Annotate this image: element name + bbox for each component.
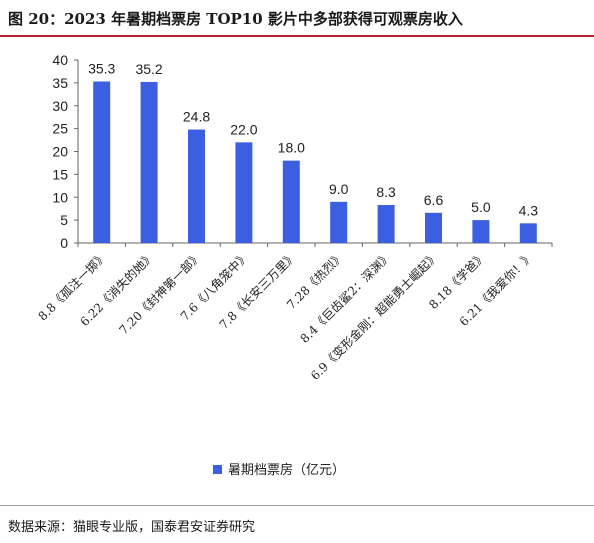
bar [188,129,205,243]
bar [235,142,253,243]
category-label: 7.8《长安三万里》 [216,249,300,333]
data-label: 22.0 [230,121,257,137]
category-label: 7.20《封神第一部》 [116,249,205,338]
bar [330,201,348,243]
data-label: 35.2 [135,61,162,77]
legend-swatch [213,465,222,474]
y-tick-label: 0 [60,235,68,251]
bar [519,223,537,243]
data-label: 6.6 [424,192,444,208]
bar [93,81,111,243]
data-label: 18.0 [278,140,305,156]
figure-title: 图 20：2023 年暑期档票房 TOP10 影片中多部获得可观票房收入 [8,10,463,28]
title-divider [0,35,594,37]
y-tick-label: 35 [52,75,68,91]
data-label: 4.3 [519,202,539,218]
legend-label: 暑期档票房（亿元） [228,462,345,478]
data-label: 24.8 [183,109,210,125]
bar [425,212,442,243]
y-tick-label: 5 [60,212,68,228]
y-tick-label: 40 [52,52,68,68]
data-label: 5.0 [471,199,491,215]
y-tick-label: 25 [52,121,68,137]
y-tick-label: 20 [52,144,68,160]
bar [282,160,300,243]
legend: 暑期档票房（亿元） [213,462,345,478]
data-label: 8.3 [376,184,396,200]
source-divider [0,505,594,506]
bar [472,220,490,243]
category-label: 8.4《巨齿鲨2：深渊》 [298,249,395,346]
y-tick-label: 10 [52,189,68,205]
bar-chart: 051015202530354035.38.8《孤注一掷》35.26.22《消失… [35,52,553,478]
data-label: 9.0 [329,181,349,197]
figure-title-bar: 图 20：2023 年暑期档票房 TOP10 影片中多部获得可观票房收入 [0,0,594,37]
bar [377,205,395,243]
bar [140,81,158,244]
data-label: 35.3 [88,61,115,77]
y-tick-label: 15 [52,166,68,182]
source-note: 数据来源：猫眼专业版，国泰君安证券研究 [8,520,256,535]
y-tick-label: 30 [52,98,68,114]
